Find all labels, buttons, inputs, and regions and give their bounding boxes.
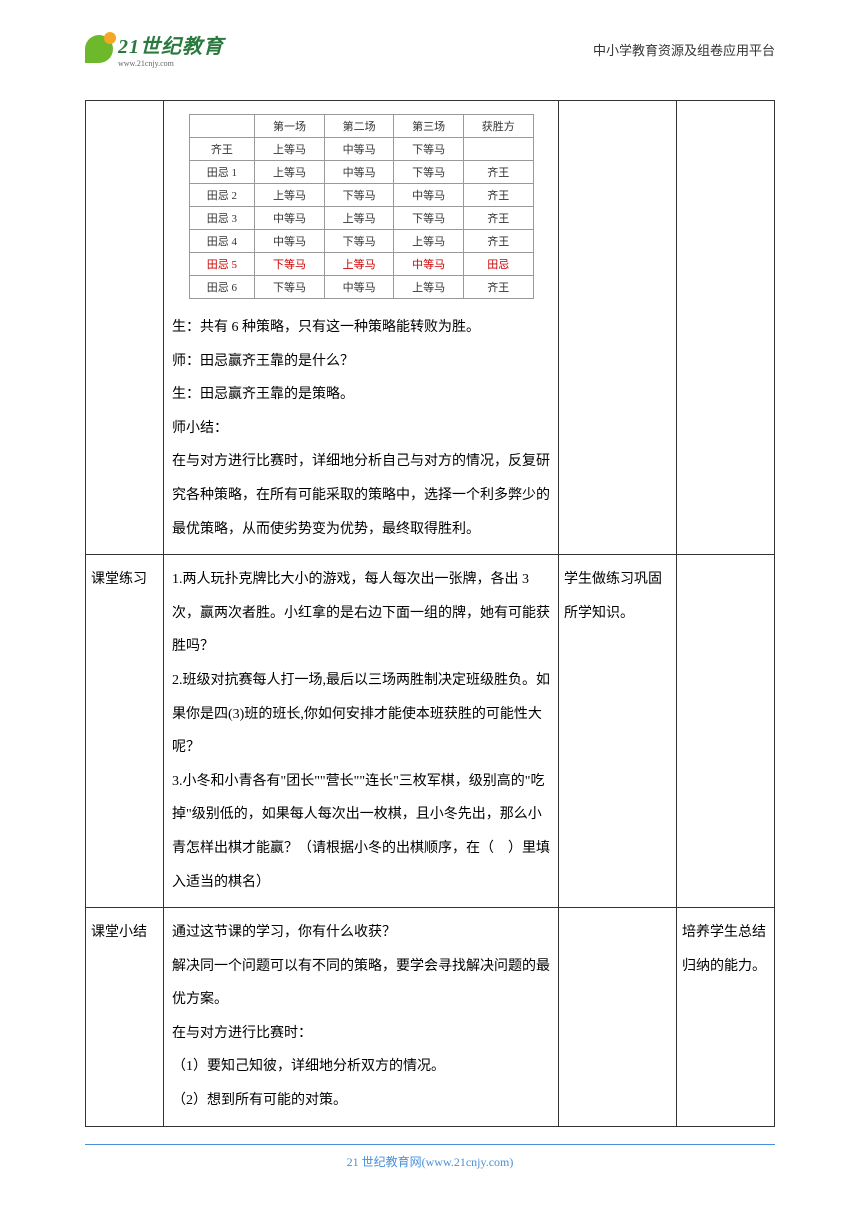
logo-main-text: 21世纪教育 [118,36,224,58]
section3-col4: 培养学生总结归纳的能力。 [677,908,775,1127]
section3-content: 通过这节课的学习，你有什么收获？解决同一个问题可以有不同的策略，要学会寻找解决问… [172,916,550,1118]
inner-table-cell: 田忌 5 [189,253,255,276]
inner-table-row: 齐王上等马中等马下等马 [189,138,533,161]
logo-sub-text: www.21cnjy.com [118,59,224,68]
page-header: 21世纪教育 www.21cnjy.com 中小学教育资源及组卷应用平台 [0,30,860,68]
inner-table-cell [463,138,533,161]
inner-table-cell: 田忌 4 [189,230,255,253]
inner-table-cell: 齐王 [463,230,533,253]
inner-table-cell: 齐王 [189,138,255,161]
dialogue-line: 师小结： [172,412,550,446]
section3-label: 课堂小结 [86,908,164,1127]
section2-content: 1.两人玩扑克牌比大小的游戏，每人每次出一张牌，各出 3 次，赢两次者胜。小红拿… [172,563,550,899]
strategy-table: 第一场第二场第三场获胜方齐王上等马中等马下等马田忌 1上等马中等马下等马齐王田忌… [189,114,534,299]
summary-line: 在与对方进行比赛时： [172,1017,550,1051]
dialogue-line: 生：共有 6 种策略，只有这一种策略能转败为胜。 [172,311,550,345]
inner-table-cell: 中等马 [394,184,464,207]
inner-table-cell: 中等马 [324,161,394,184]
summary-line: （1）要知己知彼，详细地分析双方的情况。 [172,1050,550,1084]
dialogue-line: 在与对方进行比赛时，详细地分析自己与对方的情况，反复研究各种策略，在所有可能采取… [172,445,550,546]
inner-table-row: 田忌 3中等马上等马下等马齐王 [189,207,533,230]
summary-line: 解决同一个问题可以有不同的策略，要学会寻找解决问题的最优方案。 [172,950,550,1017]
section3-content-cell: 通过这节课的学习，你有什么收获？解决同一个问题可以有不同的策略，要学会寻找解决问… [164,908,559,1127]
logo: 21世纪教育 www.21cnjy.com [85,30,224,68]
dialogue-container: 生：共有 6 种策略，只有这一种策略能转败为胜。师：田忌赢齐王靠的是什么？生：田… [172,311,550,546]
inner-table-cell: 中等马 [255,207,325,230]
table-row-section3: 课堂小结 通过这节课的学习，你有什么收获？解决同一个问题可以有不同的策略，要学会… [86,908,775,1127]
inner-table-cell: 上等马 [324,253,394,276]
inner-table-cell: 上等马 [394,230,464,253]
inner-table-cell: 上等马 [255,184,325,207]
inner-table-row: 田忌 2上等马下等马中等马齐王 [189,184,533,207]
inner-table-cell: 下等马 [394,207,464,230]
dialogue-line: 生：田忌赢齐王靠的是策略。 [172,378,550,412]
inner-table-cell: 田忌 2 [189,184,255,207]
exercise-line: 3.小冬和小青各有"团长""营长""连长"三枚军棋，级别高的"吃掉"级别低的，如… [172,765,550,899]
main-content-table: 第一场第二场第三场获胜方齐王上等马中等马下等马田忌 1上等马中等马下等马齐王田忌… [85,100,775,1127]
inner-table-cell: 下等马 [255,253,325,276]
footer-text: 21 世纪教育网(www.21cnjy.com) [347,1155,514,1169]
exercise-line: 2.班级对抗赛每人打一场,最后以三场两胜制决定班级胜负。如果你是四(3)班的班长… [172,664,550,765]
logo-text-container: 21世纪教育 www.21cnjy.com [118,30,224,68]
inner-table-row: 田忌 6下等马中等马上等马齐王 [189,276,533,299]
inner-table-cell: 中等马 [324,276,394,299]
inner-table-row: 田忌 5下等马上等马中等马田忌 [189,253,533,276]
summary-line: （2）想到所有可能的对策。 [172,1084,550,1118]
inner-table-cell: 上等马 [394,276,464,299]
inner-table-cell: 上等马 [324,207,394,230]
inner-table-header-cell: 第一场 [255,115,325,138]
logo-icon [85,35,113,63]
inner-table-cell: 下等马 [394,161,464,184]
table-row-section1: 第一场第二场第三场获胜方齐王上等马中等马下等马田忌 1上等马中等马下等马齐王田忌… [86,101,775,555]
inner-table-cell: 上等马 [255,138,325,161]
section2-label: 课堂练习 [86,555,164,908]
inner-table-cell: 下等马 [394,138,464,161]
table-row-section2: 课堂练习 1.两人玩扑克牌比大小的游戏，每人每次出一张牌，各出 3 次，赢两次者… [86,555,775,908]
header-right-text: 中小学教育资源及组卷应用平台 [593,40,775,59]
inner-table-header-cell [189,115,255,138]
section2-content-cell: 1.两人玩扑克牌比大小的游戏，每人每次出一张牌，各出 3 次，赢两次者胜。小红拿… [164,555,559,908]
section1-col3 [559,101,677,555]
section2-col4 [677,555,775,908]
inner-table-cell: 中等马 [255,230,325,253]
inner-table-cell: 田忌 [463,253,533,276]
inner-table-header-cell: 第二场 [324,115,394,138]
inner-table-cell: 齐王 [463,161,533,184]
inner-table-cell: 中等马 [324,138,394,161]
section1-content-cell: 第一场第二场第三场获胜方齐王上等马中等马下等马田忌 1上等马中等马下等马齐王田忌… [164,101,559,555]
section1-label-cell [86,101,164,555]
inner-table-row: 田忌 4中等马下等马上等马齐王 [189,230,533,253]
inner-table-cell: 下等马 [324,230,394,253]
inner-table-header-cell: 获胜方 [463,115,533,138]
inner-table-cell: 齐王 [463,276,533,299]
inner-table-row: 田忌 1上等马中等马下等马齐王 [189,161,533,184]
inner-table-header-cell: 第三场 [394,115,464,138]
inner-table-cell: 田忌 6 [189,276,255,299]
section3-col3 [559,908,677,1127]
section2-col3: 学生做练习巩固所学知识。 [559,555,677,908]
inner-table-cell: 中等马 [394,253,464,276]
inner-table-cell: 田忌 1 [189,161,255,184]
section1-col4 [677,101,775,555]
page-footer: 21 世纪教育网(www.21cnjy.com) [85,1144,775,1171]
inner-table-cell: 上等马 [255,161,325,184]
inner-table-cell: 田忌 3 [189,207,255,230]
exercise-line: 1.两人玩扑克牌比大小的游戏，每人每次出一张牌，各出 3 次，赢两次者胜。小红拿… [172,563,550,664]
inner-table-cell: 下等马 [255,276,325,299]
inner-table-cell: 齐王 [463,207,533,230]
summary-line: 通过这节课的学习，你有什么收获？ [172,916,550,950]
inner-table-cell: 下等马 [324,184,394,207]
dialogue-line: 师：田忌赢齐王靠的是什么？ [172,345,550,379]
inner-table-header-row: 第一场第二场第三场获胜方 [189,115,533,138]
inner-table-cell: 齐王 [463,184,533,207]
